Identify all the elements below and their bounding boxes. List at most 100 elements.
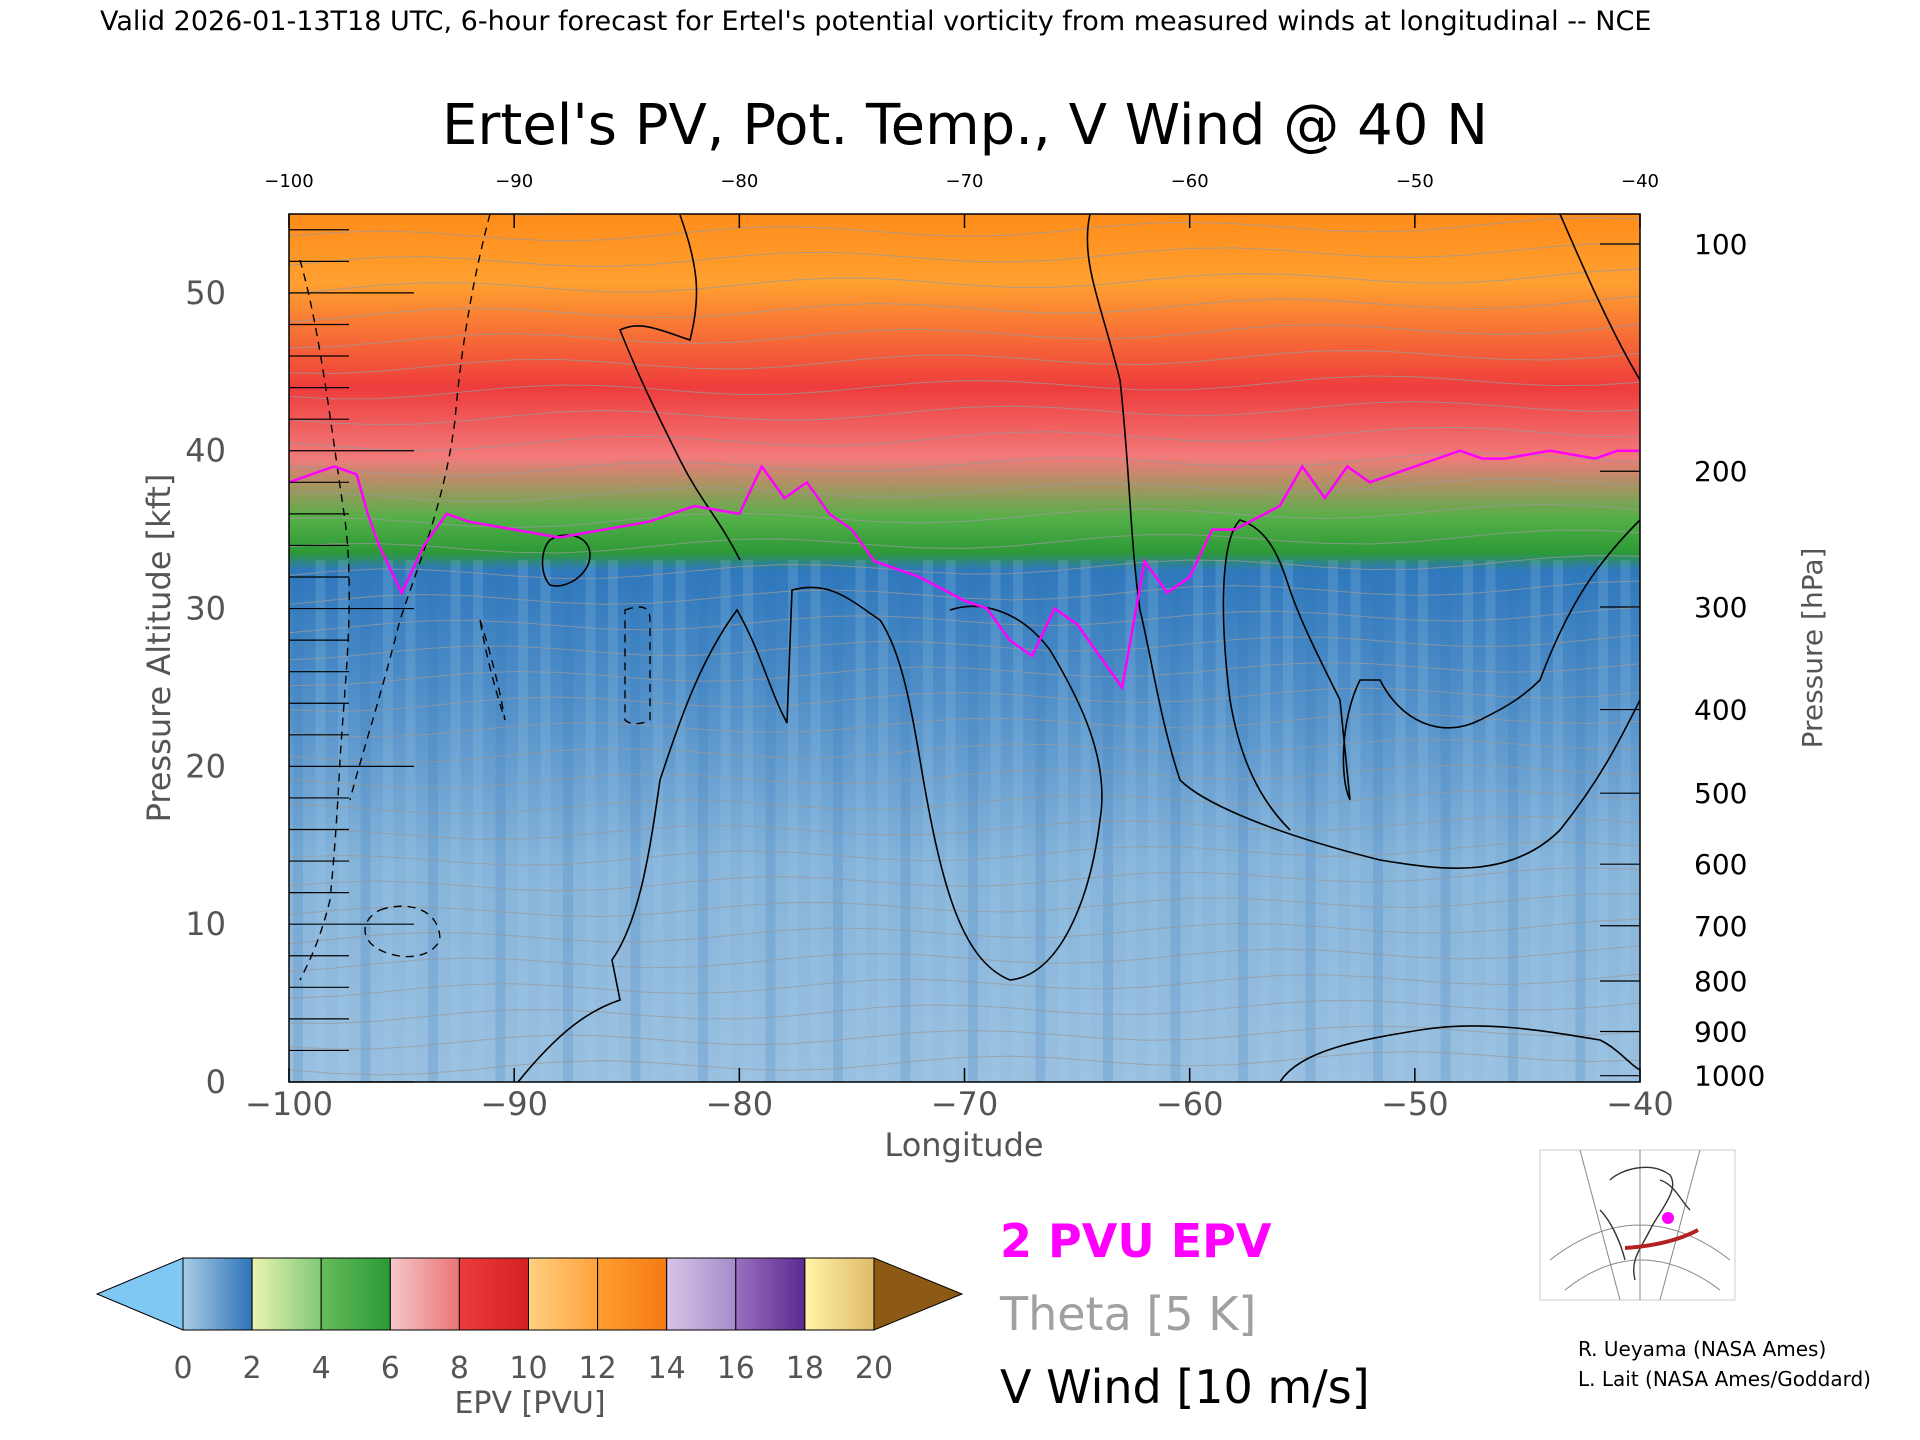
pv-streak: [473, 560, 483, 1082]
pv-streak: [1440, 560, 1451, 1082]
pv-streak: [1170, 560, 1181, 1082]
pv-streak: [833, 560, 843, 1082]
pv-streak: [1485, 560, 1496, 1082]
colorbar-band: [528, 1257, 599, 1331]
pv-streak: [1013, 560, 1023, 1082]
theta-contour: [289, 529, 1640, 554]
legend-item-theta: Theta [5 K]: [999, 1287, 1256, 1341]
pv-streak: [878, 560, 888, 1082]
theta-contour: [485, 214, 579, 216]
pv-streak: [360, 560, 371, 1082]
pv-streak: [1283, 560, 1293, 1082]
y-axis-right-label: Pressure [hPa]: [1796, 548, 1829, 749]
pv-streak: [1350, 560, 1361, 1082]
y-right-tick-label: 700: [1694, 910, 1747, 943]
colorbar-band: [389, 1257, 460, 1331]
map-marker: [1662, 1212, 1674, 1224]
y-left-tick-label: 0: [206, 1063, 226, 1101]
vwind-contour: [1222, 519, 1640, 831]
pv-streak: [1620, 560, 1631, 1082]
vwind-contour: [624, 606, 651, 725]
colorbar-band: [182, 1257, 253, 1331]
colorbar-under-arrow: [95, 1257, 184, 1331]
pv-streak: [1238, 560, 1248, 1082]
y-left-tick-label: 10: [185, 905, 226, 943]
pv-streak: [1553, 560, 1563, 1082]
theta-contours: [289, 214, 1640, 1076]
colorbar-tick-label: 4: [312, 1351, 331, 1386]
pv-streak: [1418, 560, 1428, 1082]
colorbar-band: [251, 1257, 322, 1331]
pv-streak: [1058, 560, 1068, 1082]
theta-contour: [289, 1051, 1640, 1076]
x-tick-label: −40: [1606, 1085, 1674, 1123]
pv-streak: [1328, 560, 1338, 1082]
pv-streak: [1508, 560, 1518, 1082]
theta-contour: [289, 268, 1640, 295]
pv-streak: [450, 560, 461, 1082]
colorbar: 0 2 4 6 8 10 12 14 16 18 20: [95, 1257, 964, 1386]
x-top-tick-label: −40: [1621, 171, 1659, 192]
vwind-contour: [1559, 214, 1640, 381]
map-coastlines: [1599, 1166, 1691, 1281]
pv-streak: [855, 560, 866, 1082]
legend-item-vwind: V Wind [10 m/s]: [1000, 1360, 1370, 1414]
pv-streak: [1530, 560, 1541, 1082]
theta-contour: [289, 323, 1640, 349]
x-tick-label: −90: [480, 1085, 548, 1123]
pv-streak: [405, 560, 416, 1082]
pv-streak: [563, 560, 573, 1082]
theta-contour: [289, 554, 1640, 579]
pv-streak: [495, 560, 506, 1082]
pv-streak: [968, 560, 978, 1082]
x-top-tick-label: −70: [946, 171, 984, 192]
map-graticule: [1549, 1149, 1731, 1301]
theta-contour: [289, 973, 1640, 999]
colorbar-tick-label: 8: [450, 1351, 469, 1386]
theta-contour: [289, 217, 1640, 242]
colorbar-tick-label: 10: [509, 1351, 547, 1386]
theta-contour: [289, 841, 1640, 866]
colorbar-tick-label: 16: [717, 1351, 755, 1386]
y-axis-left: 0 10 20 30 40 50: [185, 229, 414, 1101]
y-left-tick-label: 40: [185, 432, 226, 470]
pv-streak: [1148, 560, 1158, 1082]
theta-contour: [289, 375, 1640, 400]
pv-streak: [900, 560, 911, 1082]
colorbar-band: [458, 1257, 529, 1331]
pv-streak: [1598, 560, 1608, 1082]
theta-contour: [289, 687, 1640, 712]
pv-streak: [765, 560, 776, 1082]
y-right-tick-label: 600: [1694, 848, 1747, 881]
pv-streak: [540, 560, 551, 1082]
vwind-contour: [618, 214, 741, 561]
colorbar-tick-label: 18: [786, 1351, 824, 1386]
y-left-tick-label: 30: [185, 590, 226, 628]
pv-streak: [1193, 560, 1203, 1082]
y-right-tick-label: 300: [1694, 591, 1747, 624]
pv-streak: [653, 560, 663, 1082]
y-right-tick-label: 100: [1694, 228, 1747, 261]
theta-contour: [289, 580, 1640, 605]
colorbar-band: [666, 1257, 737, 1331]
colorbar-tick-label: 6: [381, 1351, 400, 1386]
tropopause-2pvu-line: [289, 449, 1640, 691]
x-axis-top: −100 −90 −80 −70 −60 −50 −40: [264, 171, 1659, 228]
chart-title: Ertel's PV, Pot. Temp., V Wind @ 40 N: [442, 93, 1488, 158]
pv-streak: [1373, 560, 1383, 1082]
x-top-tick-label: −100: [264, 171, 313, 192]
vwind-contour: [299, 259, 350, 981]
legend: 2 PVU EPV Theta [5 K] V Wind [10 m/s]: [999, 1214, 1370, 1414]
x-tick-label: −100: [245, 1085, 333, 1123]
theta-contour: [289, 606, 1640, 634]
x-tick-label: −80: [706, 1085, 774, 1123]
pv-streak: [720, 560, 731, 1082]
x-tick-label: −70: [931, 1085, 999, 1123]
pv-streak: [383, 560, 393, 1082]
pv-streak: [338, 560, 348, 1082]
vwind-contours: [517, 214, 1640, 1082]
y-left-tick-label: 20: [185, 747, 226, 785]
colorbar-over-arrow: [873, 1257, 964, 1331]
y-axis-right: 1000 900 800 700 600 500 400 300 200 100: [1600, 228, 1765, 1093]
